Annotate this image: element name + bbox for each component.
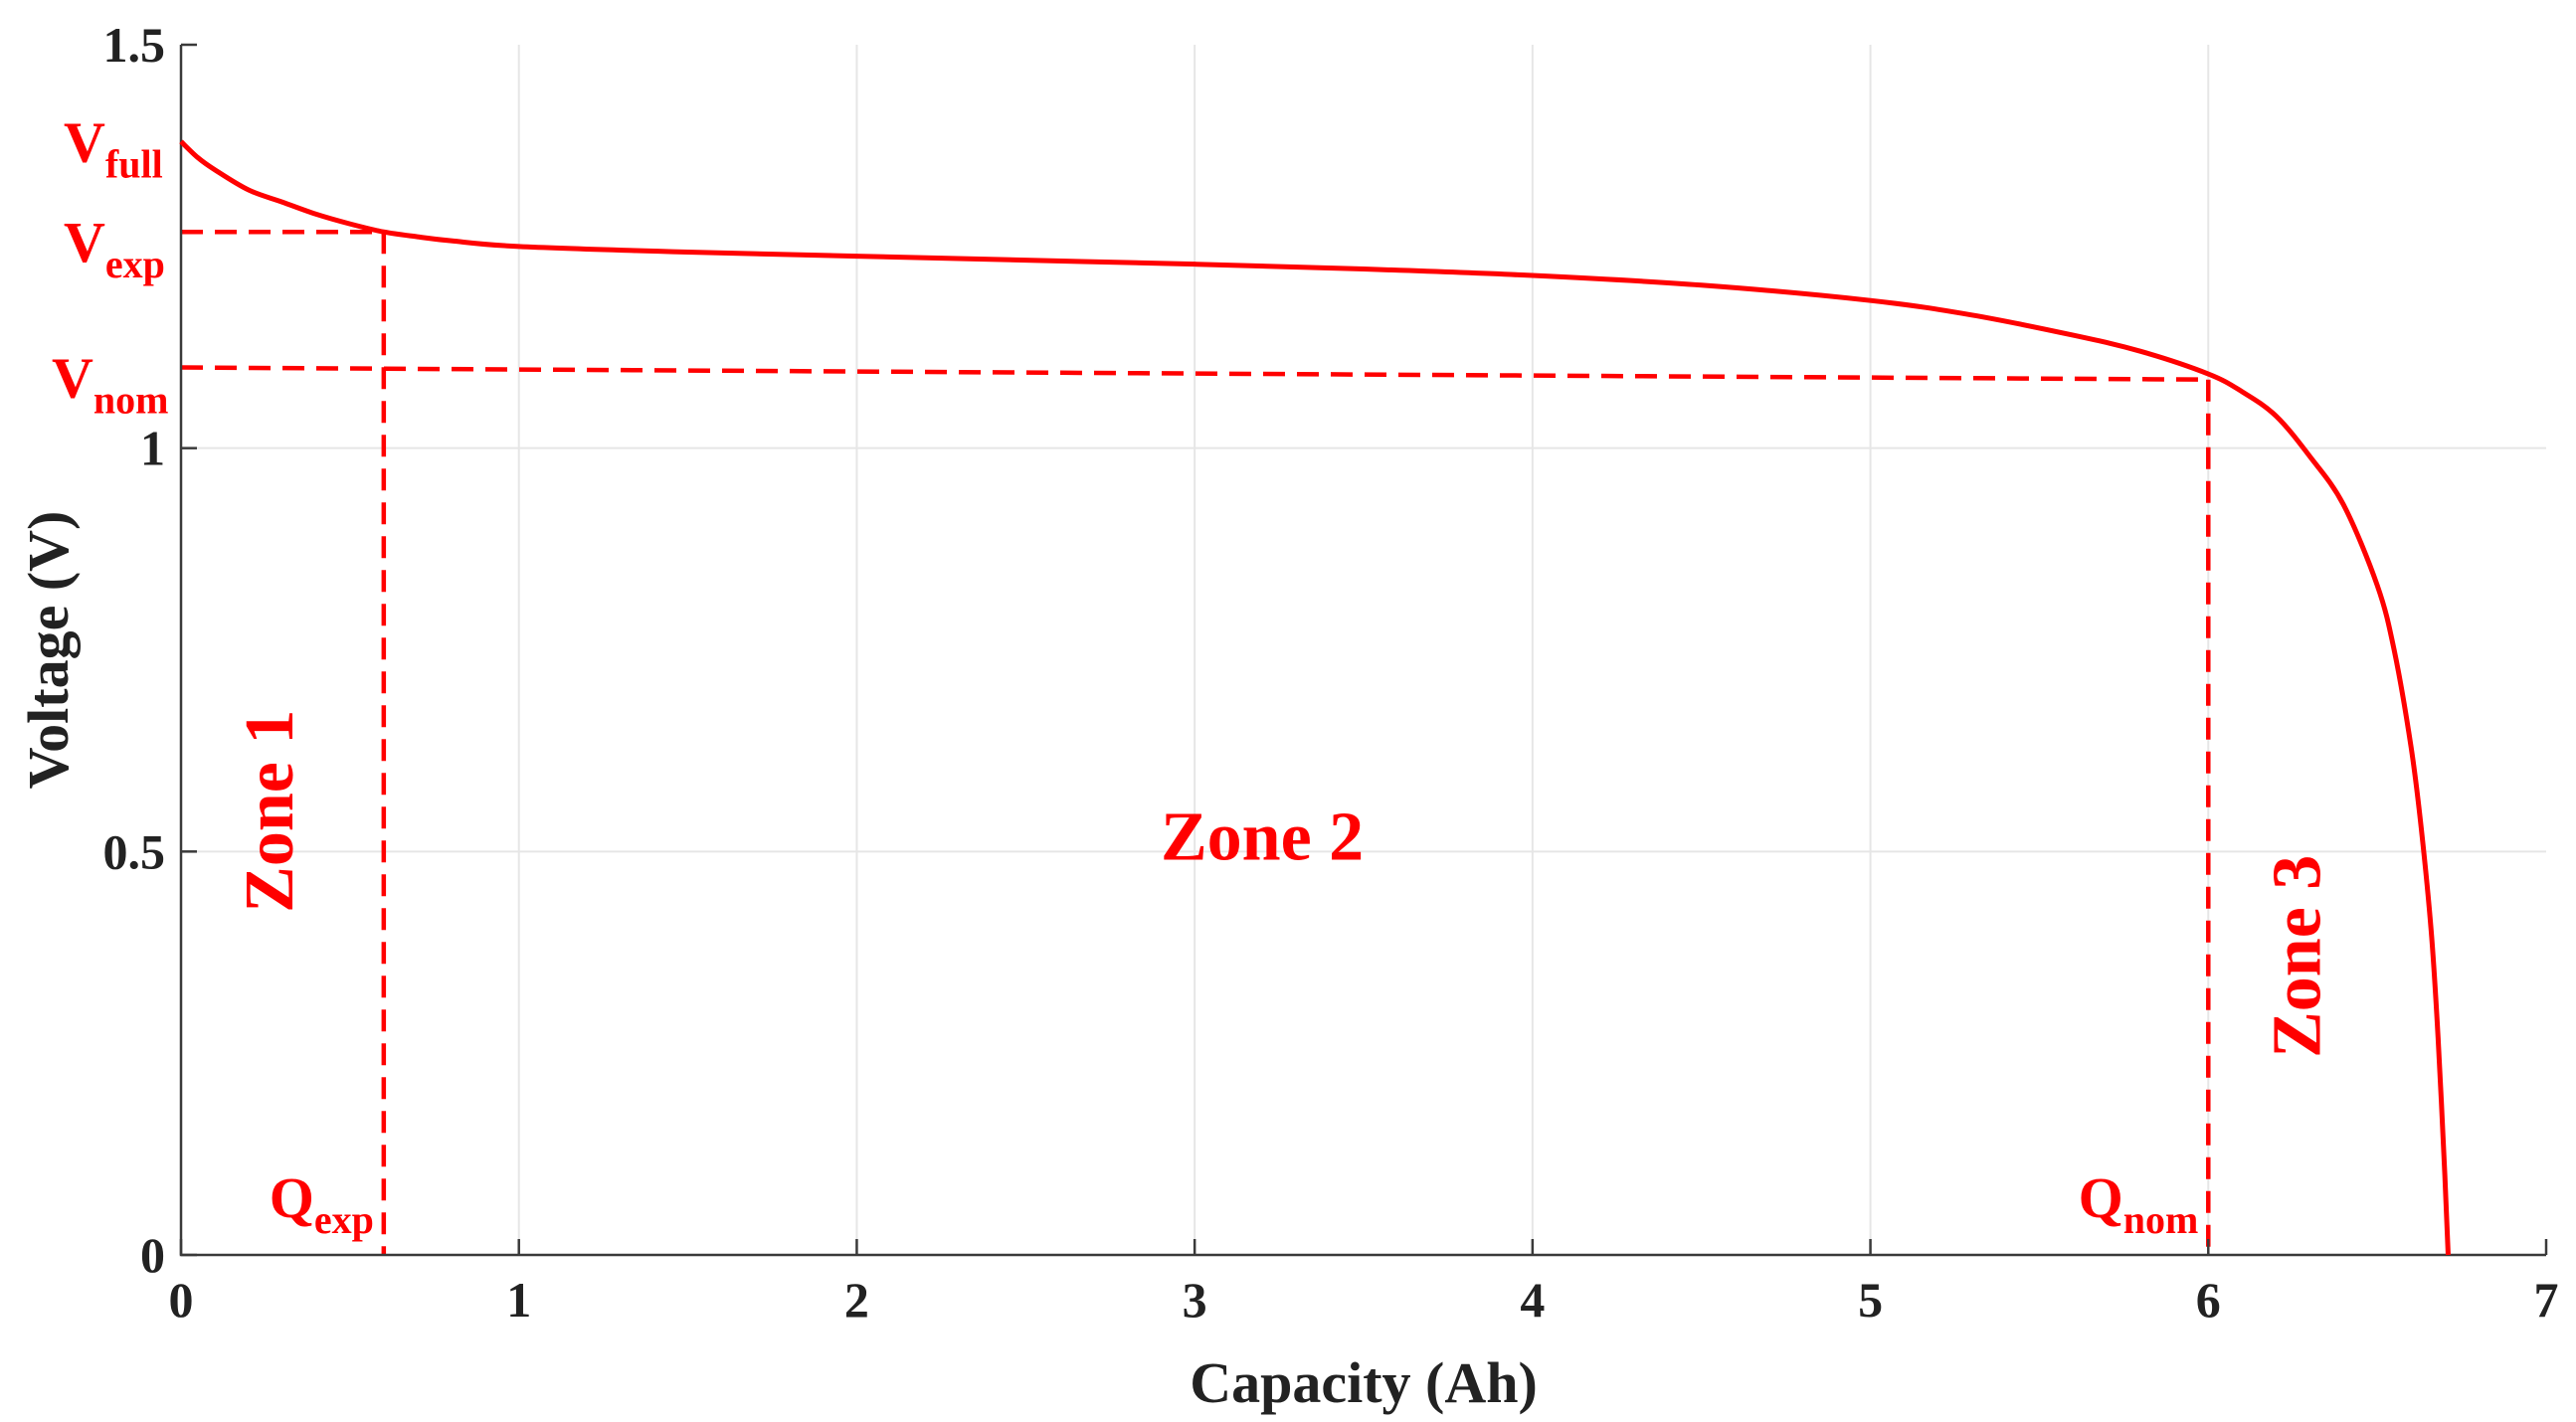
x-tick-label: 5 [1858, 1272, 1883, 1328]
q-nom-label: Qnom [2079, 1165, 2199, 1242]
zone-label-1: Zone 1 [232, 710, 308, 913]
y-tick-label: 0 [140, 1227, 165, 1283]
v-full-label: Vfull [64, 109, 163, 186]
x-tick-label: 2 [844, 1272, 869, 1328]
y-tick-label: 1.5 [103, 17, 166, 73]
y-axis-title: Voltage (V) [16, 511, 81, 790]
axis-layer: 0 1 2 3 4 5 6 7 0 0.5 1 1.5 [103, 17, 2559, 1328]
zone-label-3: Zone 3 [2259, 855, 2335, 1058]
annotation-layer: Vfull Vexp Vnom Qexp Qnom Zone 1 Zone 2 Zone 3 [52, 109, 2335, 1242]
v-exp-label: Vexp [64, 210, 165, 286]
x-tick-label: 3 [1183, 1272, 1207, 1328]
x-axis-title: Capacity (Ah) [1190, 1350, 1538, 1415]
grid-layer [181, 45, 2546, 1255]
x-tick-label: 4 [1520, 1272, 1545, 1328]
x-tick-label: 1 [506, 1272, 531, 1328]
axis-frame [179, 45, 2546, 1257]
guide-line-layer [180, 229, 2211, 1255]
y-tick-label: 1 [140, 421, 165, 476]
x-tick-label: 0 [169, 1272, 194, 1328]
curve-layer [179, 139, 2451, 1256]
x-tick-label: 6 [2196, 1272, 2221, 1328]
x-tick-label: 7 [2534, 1272, 2559, 1328]
y-tick-label: 0.5 [103, 823, 166, 879]
zone-label-2: Zone 2 [1161, 799, 1364, 875]
q-exp-label: Qexp [270, 1165, 374, 1242]
v-nom-label: Vnom [52, 346, 168, 423]
voltage-curve [179, 139, 2451, 1256]
